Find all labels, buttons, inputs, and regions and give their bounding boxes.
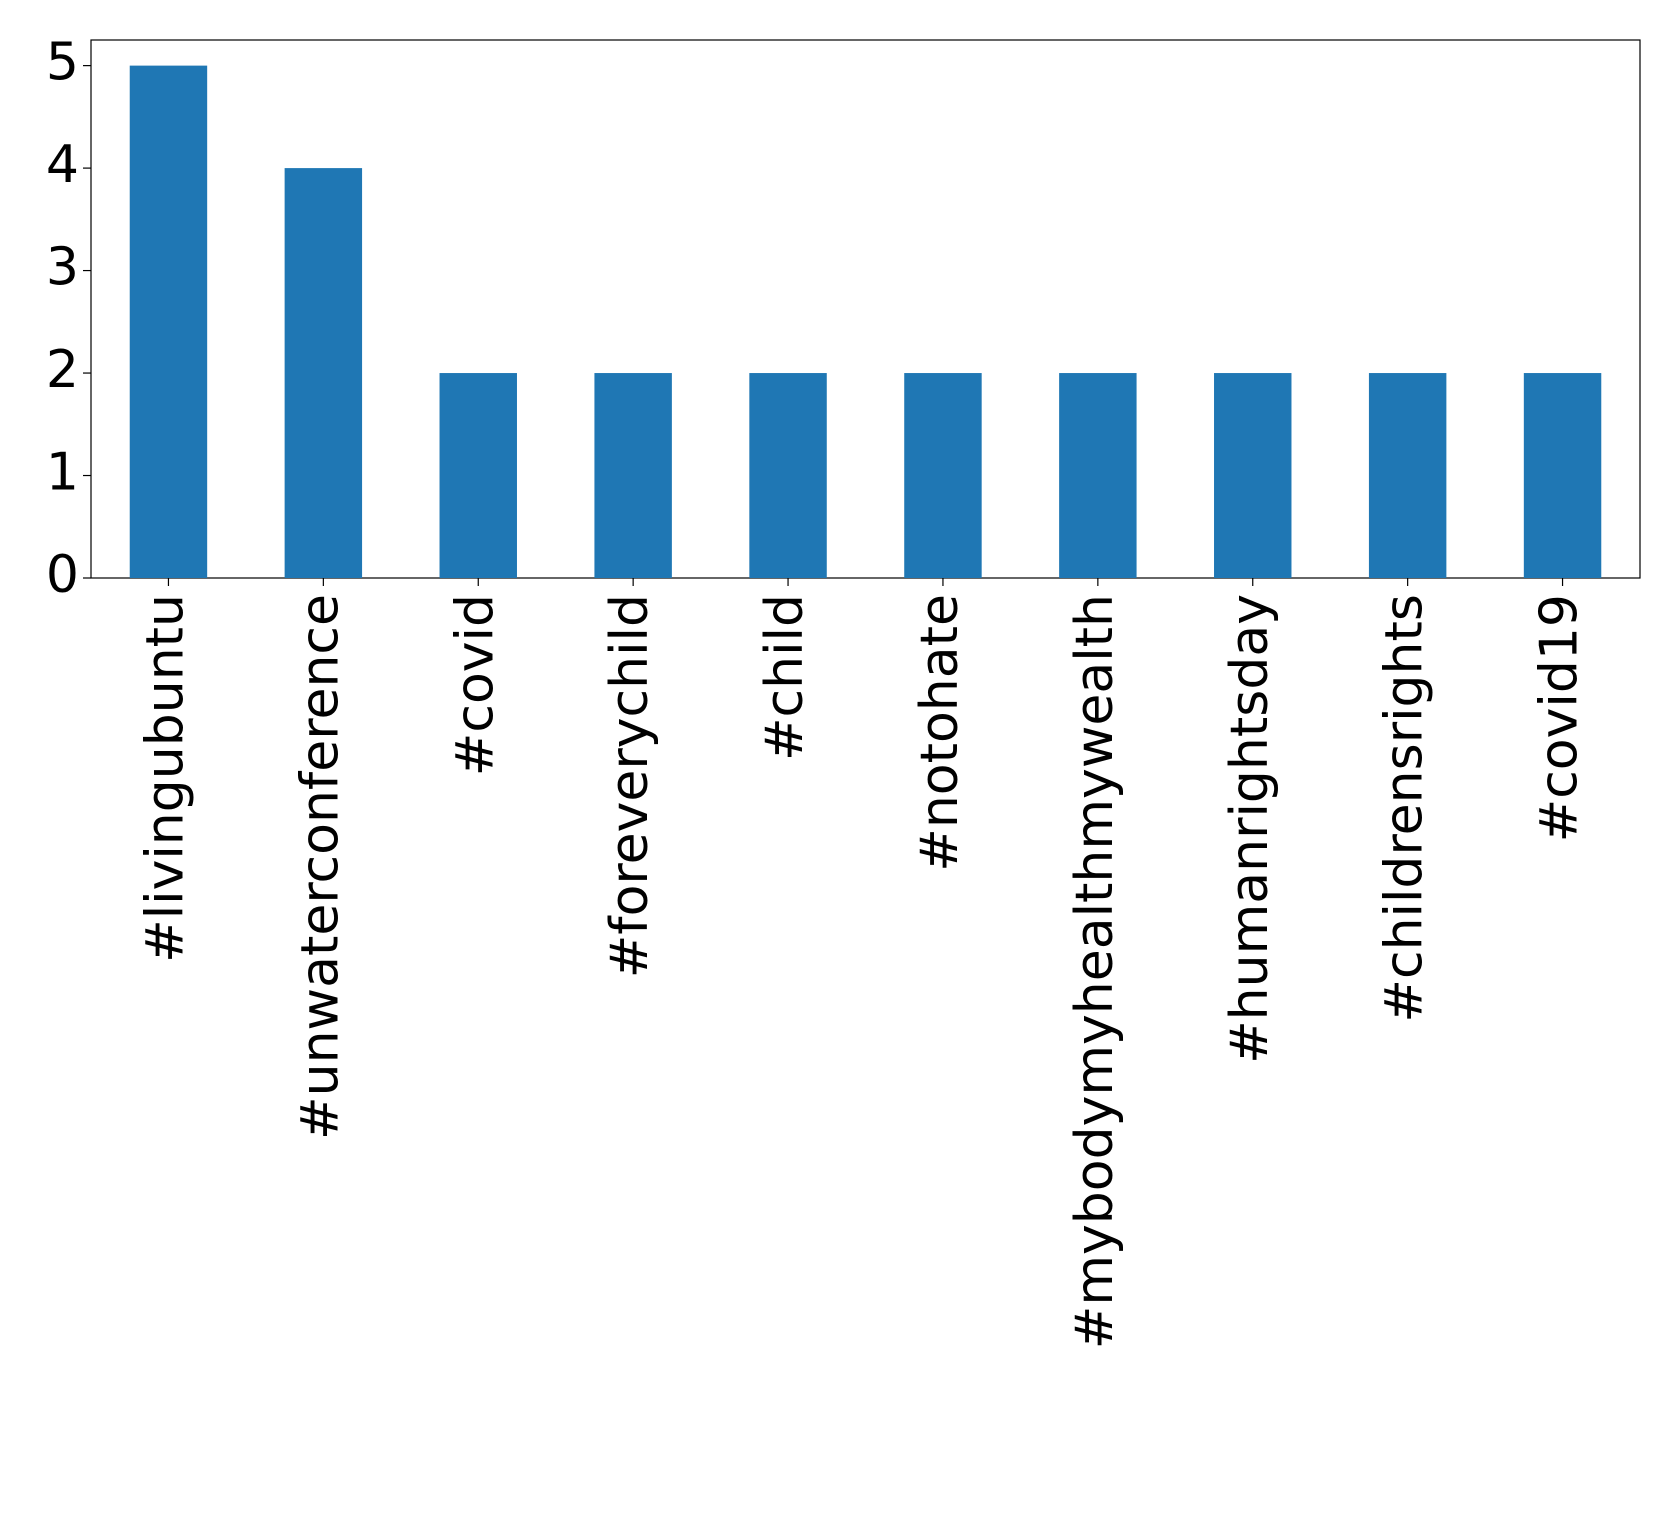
bar <box>439 373 517 578</box>
y-tick-label: 3 <box>46 238 79 298</box>
bar <box>594 373 672 578</box>
y-tick-label: 2 <box>46 340 79 400</box>
x-tick-label: #mybodymyhealthmywealth <box>1065 594 1125 1349</box>
x-tick-label: #childrensrights <box>1375 594 1435 1023</box>
bar <box>129 65 208 579</box>
x-tick-label: #unwaterconference <box>290 594 350 1140</box>
plot-frame <box>90 39 1641 579</box>
bar <box>904 373 982 578</box>
x-tick-label: #livingubuntu <box>135 594 195 963</box>
bar <box>1214 373 1292 578</box>
y-tick-label: 5 <box>46 33 79 93</box>
bar <box>284 168 363 578</box>
x-tick-label: #humanrightsday <box>1220 594 1280 1064</box>
x-tick-label: #child <box>755 594 815 761</box>
bar <box>1059 373 1137 578</box>
x-tick-label: #foreverychild <box>600 594 660 978</box>
y-tick-label: 0 <box>46 545 79 605</box>
x-tick-label: #covid19 <box>1530 594 1590 842</box>
bar <box>1368 373 1447 578</box>
y-tick-label: 4 <box>46 135 79 195</box>
x-tick-label: #covid <box>445 594 505 776</box>
bar <box>1523 373 1602 578</box>
y-tick-label: 1 <box>46 443 79 503</box>
x-tick-label: #notohate <box>910 594 970 872</box>
bar <box>749 373 827 578</box>
